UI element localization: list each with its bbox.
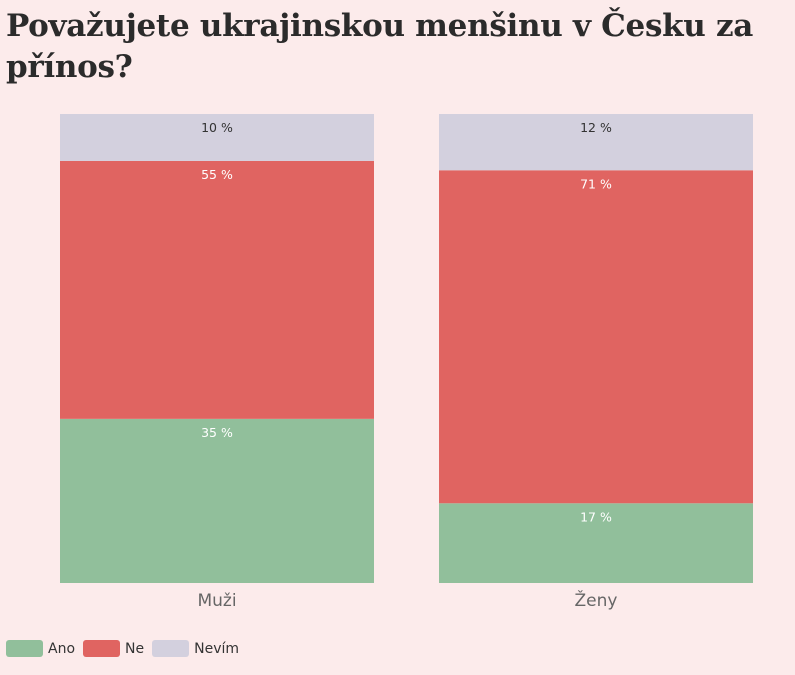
legend-swatch-ne [83, 640, 121, 657]
legend-label-nevim: Nevím [194, 640, 240, 657]
legend-item-ne[interactable]: Ne [83, 640, 146, 657]
legend-swatch-nevim [152, 640, 190, 657]
data-label-muzi-ano: 35 % [201, 425, 233, 440]
chart-title: Považujete ukrajinskou menšinu v Česku z… [6, 8, 754, 85]
data-label-zeny-ne: 71 % [580, 176, 612, 191]
data-label-zeny-nevim: 12 % [580, 120, 612, 135]
legend-item-nevim[interactable]: Nevím [152, 640, 241, 657]
legend-label-ano: Ano [48, 640, 76, 657]
bar-segment-muzi-nevim[interactable] [60, 114, 374, 161]
category-label-muzi: Muži [197, 591, 236, 611]
legend-swatch-ano [6, 640, 43, 657]
stacked-bar-chart: 35 % 55 % 10 % Muži 17 % 71 % 12 % Ženy [60, 114, 753, 611]
legend-item-ano[interactable]: Ano [6, 640, 77, 657]
data-label-zeny-ano: 17 % [580, 509, 612, 524]
data-label-muzi-ne: 55 % [201, 167, 233, 182]
bar-segment-muzi-ano[interactable] [60, 418, 374, 583]
bar-segment-zeny-ano[interactable] [439, 503, 753, 583]
bar-segment-zeny-ne[interactable] [439, 170, 753, 504]
legend-label-ne: Ne [125, 640, 145, 657]
bar-segment-muzi-ne[interactable] [60, 160, 374, 419]
category-label-zeny: Ženy [575, 589, 618, 611]
legend: Ano Ne Nevím [6, 640, 241, 657]
bar-segment-zeny-nevim[interactable] [439, 114, 753, 171]
data-label-muzi-nevim: 10 % [201, 120, 233, 135]
